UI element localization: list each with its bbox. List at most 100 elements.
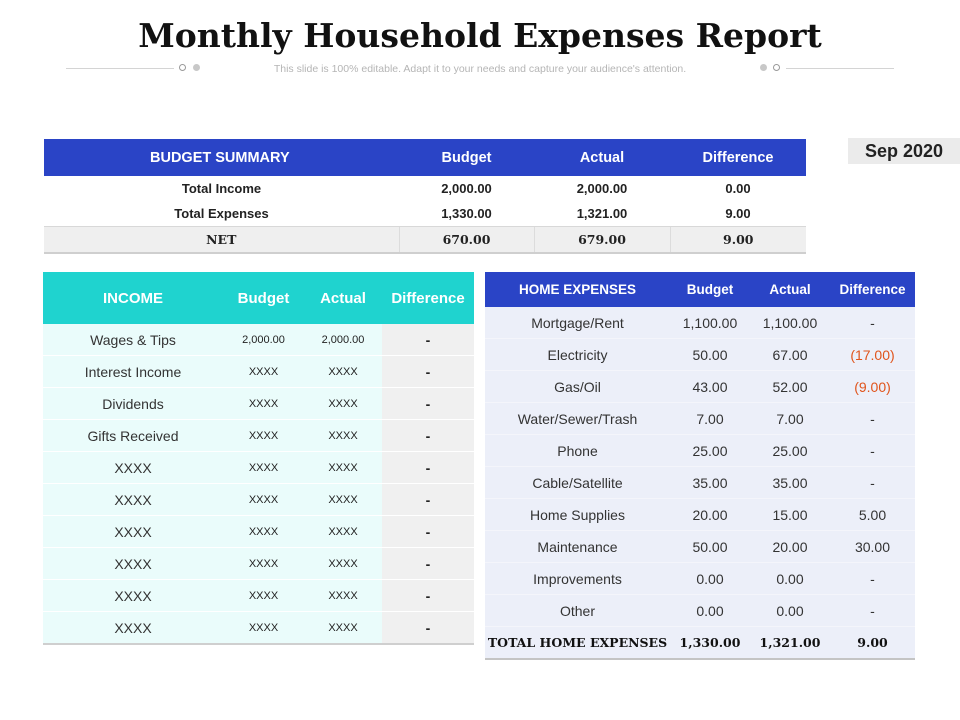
difference-value: - (382, 419, 474, 452)
home-expenses-table: HOME EXPENSES Budget Actual Difference M… (485, 272, 915, 660)
table-row: Wages & Tips 2,000.00 2,000.00 - (43, 324, 474, 356)
actual-value: XXXX (304, 483, 382, 516)
table-row: Total Income 2,000.00 2,000.00 0.00 (44, 176, 806, 201)
actual-value: 15.00 (750, 498, 830, 531)
difference-value: - (830, 562, 915, 595)
table-row: XXXX XXXX XXXX - (43, 547, 474, 580)
table-row: Dividends XXXX XXXX - (43, 387, 474, 420)
actual-value: 679.00 (533, 226, 670, 254)
column-header: Actual (304, 272, 382, 324)
row-label: Cable/Satellite (485, 466, 670, 499)
difference-value: - (830, 466, 915, 499)
budget-summary-table: BUDGET SUMMARY Budget Actual Difference … (44, 139, 806, 254)
actual-value: XXXX (304, 547, 382, 580)
actual-value: 35.00 (750, 466, 830, 499)
budget-value: XXXX (223, 387, 304, 420)
budget-value: XXXX (223, 451, 304, 484)
table-row: Interest Income XXXX XXXX - (43, 355, 474, 388)
difference-value: - (382, 547, 474, 580)
table-row: Cable/Satellite 35.00 35.00 - (485, 466, 915, 499)
column-header: Difference (830, 272, 915, 307)
actual-value: XXXX (304, 451, 382, 484)
actual-value: 1,321.00 (576, 206, 628, 221)
actual-value: 25.00 (750, 434, 830, 467)
difference-value: - (830, 307, 915, 339)
actual-value: 7.00 (750, 402, 830, 435)
budget-value: XXXX (223, 579, 304, 612)
budget-value: 50.00 (670, 338, 750, 371)
difference-value: - (382, 611, 474, 645)
column-header: Actual (750, 272, 830, 307)
budget-value: 43.00 (670, 370, 750, 403)
column-header: Budget (670, 272, 750, 307)
difference-value: 9.00 (830, 626, 915, 660)
actual-value: 20.00 (750, 530, 830, 563)
actual-value: 1,321.00 (750, 626, 830, 660)
divider-dot-icon (193, 64, 200, 71)
row-label: Gas/Oil (485, 370, 670, 403)
row-label: Water/Sewer/Trash (485, 402, 670, 435)
column-header: Budget (223, 272, 304, 324)
difference-value: - (382, 355, 474, 388)
table-row: Total Expenses 1,330.00 1,321.00 9.00 (44, 201, 806, 227)
column-header: Actual (534, 139, 670, 176)
budget-summary-header: BUDGET SUMMARY Budget Actual Difference (44, 139, 806, 176)
report-title: Monthly Household Expenses Report (138, 16, 822, 55)
table-row: Other 0.00 0.00 - (485, 594, 915, 627)
income-table: INCOME Budget Actual Difference Wages & … (43, 272, 474, 645)
table-row: XXXX XXXX XXXX - (43, 483, 474, 516)
actual-value: 0.00 (750, 562, 830, 595)
actual-value: XXXX (304, 579, 382, 612)
budget-value: 1,330.00 (670, 626, 750, 660)
difference-value: 30.00 (830, 530, 915, 563)
income-header: INCOME Budget Actual Difference (43, 272, 474, 324)
budget-value: XXXX (223, 419, 304, 452)
table-row: Phone 25.00 25.00 - (485, 434, 915, 467)
actual-value: 1,100.00 (750, 307, 830, 339)
divider-left (66, 68, 174, 69)
row-label: Total Income (181, 181, 262, 196)
budget-value: 1,330.00 (441, 206, 492, 221)
row-label: Other (485, 594, 670, 627)
net-row: NET 670.00 679.00 9.00 (44, 226, 806, 254)
table-row: XXXX XXXX XXXX - (43, 451, 474, 484)
actual-value: 2,000.00 (304, 324, 382, 356)
difference-value: 5.00 (830, 498, 915, 531)
actual-value: XXXX (304, 355, 382, 388)
budget-value: 1,100.00 (670, 307, 750, 339)
budget-value: XXXX (223, 611, 304, 645)
table-row: Home Supplies 20.00 15.00 5.00 (485, 498, 915, 531)
subtitle: This slide is 100% editable. Adapt it to… (273, 63, 687, 75)
budget-value: 20.00 (670, 498, 750, 531)
row-label: Interest Income (43, 355, 223, 388)
divider-dot-icon (179, 64, 186, 71)
difference-value: - (830, 402, 915, 435)
budget-value: XXXX (223, 355, 304, 388)
row-label: XXXX (43, 515, 223, 548)
column-header: Difference (382, 272, 474, 324)
row-label: XXXX (43, 451, 223, 484)
column-header: BUDGET SUMMARY (44, 139, 399, 176)
table-row: XXXX XXXX XXXX - (43, 611, 474, 645)
row-label: XXXX (43, 611, 223, 645)
row-label: Dividends (43, 387, 223, 420)
difference-value: - (382, 324, 474, 356)
difference-value: 0.00 (725, 181, 751, 196)
row-label: XXXX (43, 547, 223, 580)
row-label: Mortgage/Rent (485, 307, 670, 339)
table-row: Gifts Received XXXX XXXX - (43, 419, 474, 452)
difference-value: - (382, 483, 474, 516)
budget-value: 50.00 (670, 530, 750, 563)
divider-dot-icon (773, 64, 780, 71)
budget-value: 2,000.00 (223, 324, 304, 356)
column-header: Budget (399, 139, 534, 176)
table-row: XXXX XXXX XXXX - (43, 579, 474, 612)
actual-value: 0.00 (750, 594, 830, 627)
difference-value: 9.00 (725, 206, 751, 221)
difference-value: - (830, 434, 915, 467)
actual-value: 2,000.00 (576, 181, 628, 196)
difference-value: (17.00) (830, 338, 915, 371)
difference-value: - (382, 387, 474, 420)
actual-value: XXXX (304, 387, 382, 420)
row-label: Electricity (485, 338, 670, 371)
